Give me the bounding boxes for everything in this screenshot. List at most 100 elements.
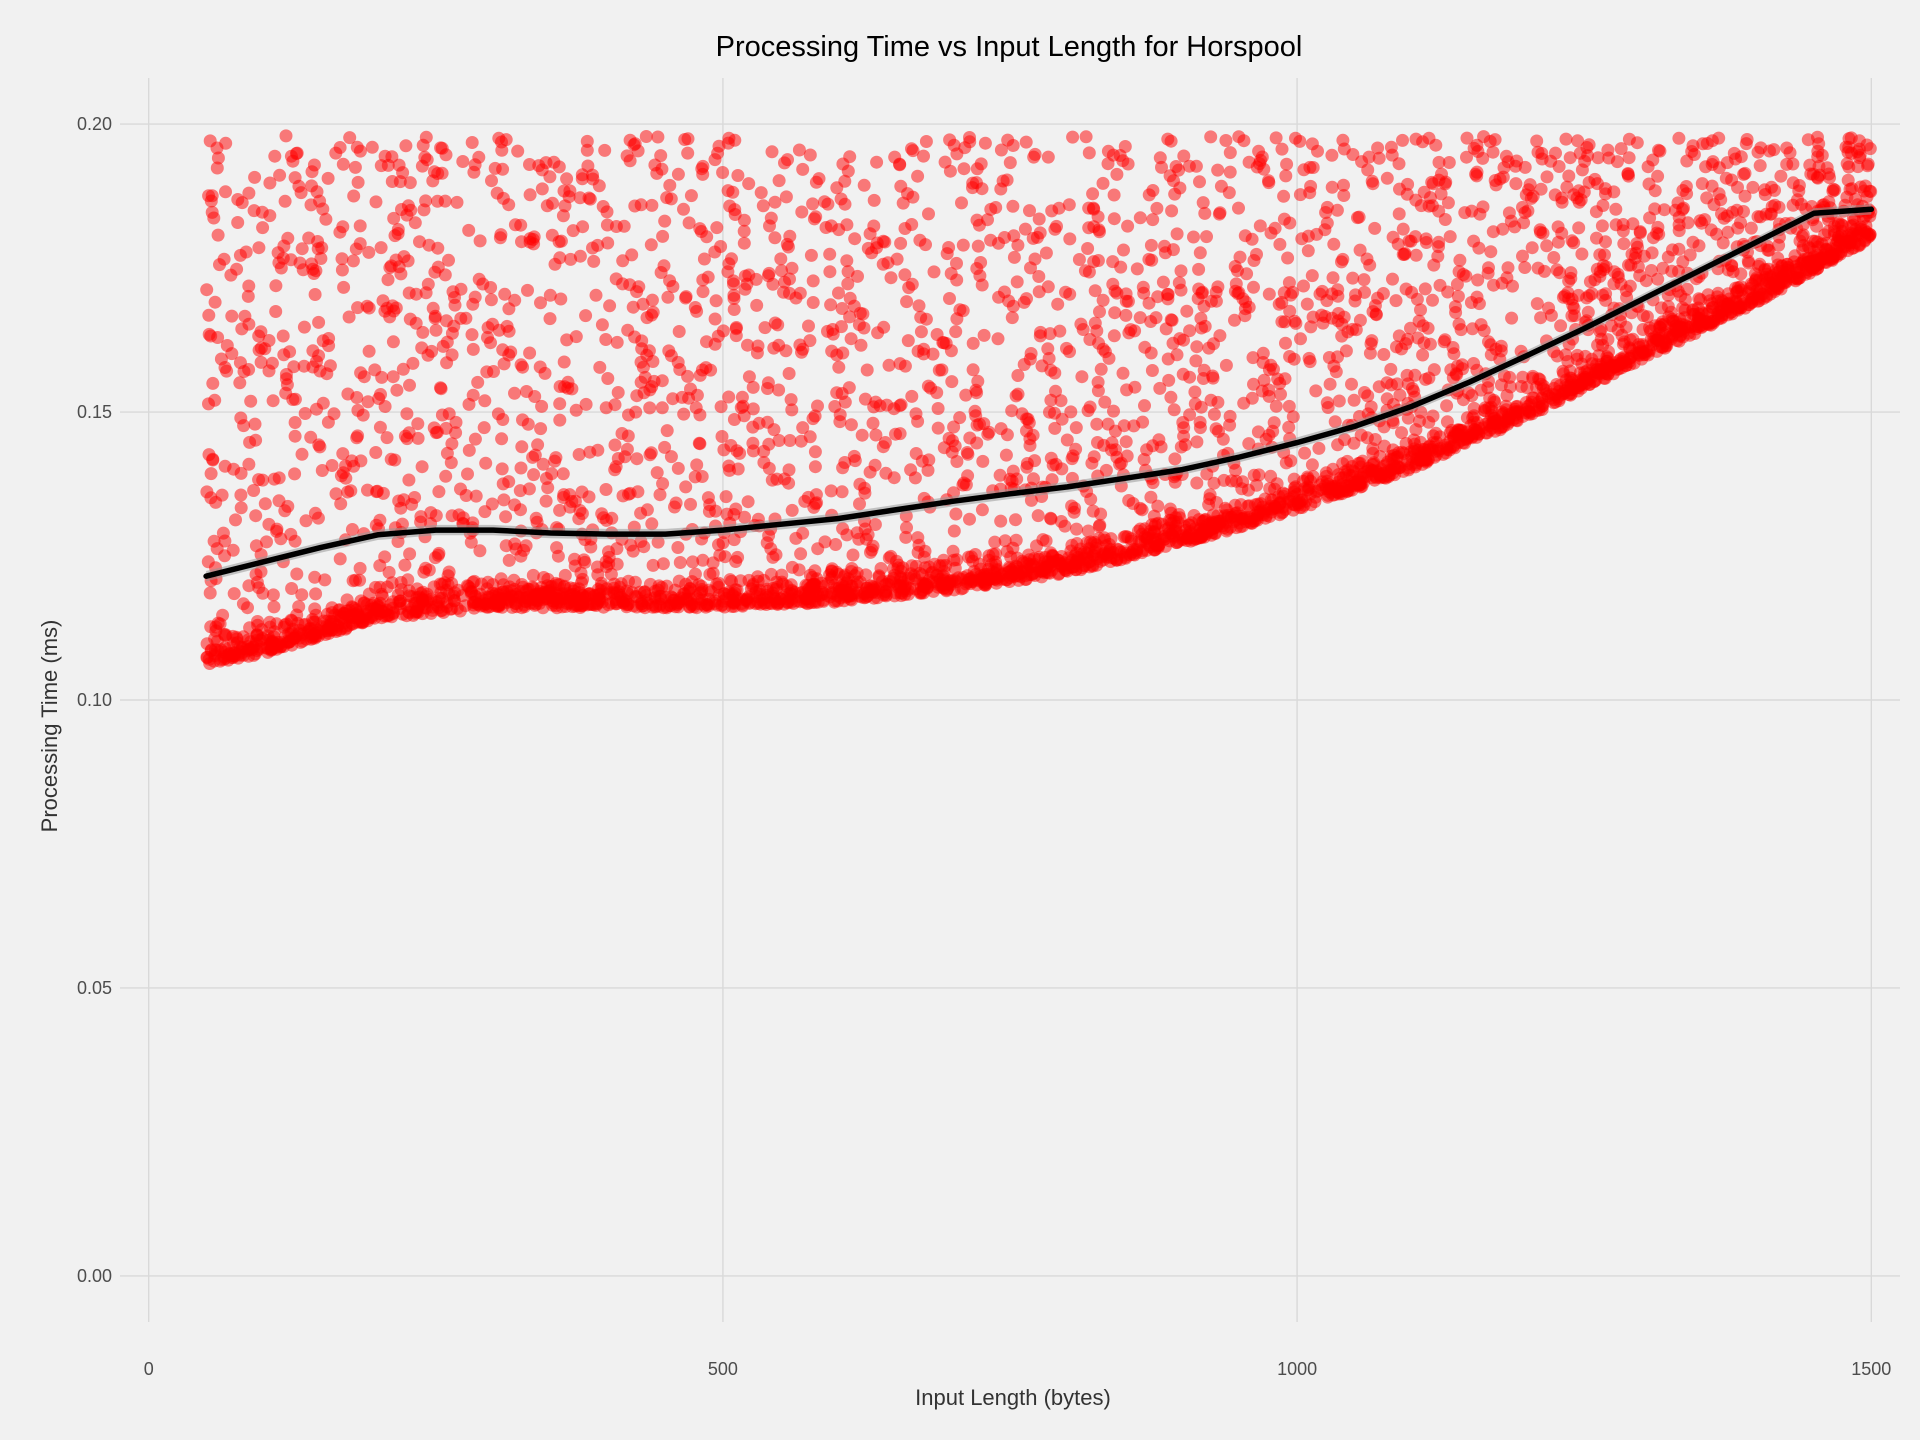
data-point	[1404, 321, 1417, 335]
data-point	[381, 608, 395, 622]
data-point	[946, 544, 960, 558]
data-point	[803, 334, 817, 348]
data-point	[1076, 323, 1090, 336]
data-point	[1437, 335, 1451, 349]
data-point	[785, 261, 799, 275]
data-point	[1577, 185, 1591, 199]
data-point	[971, 374, 985, 388]
data-point	[971, 239, 985, 253]
data-point	[950, 455, 964, 468]
data-point	[1622, 132, 1636, 146]
data-point	[1248, 514, 1262, 528]
data-point	[496, 162, 510, 176]
data-point	[1189, 354, 1203, 368]
data-point	[1107, 404, 1120, 418]
data-point	[1262, 389, 1276, 403]
data-point	[1015, 407, 1029, 421]
data-point	[270, 522, 284, 536]
data-point	[312, 438, 326, 452]
data-point	[723, 463, 736, 477]
data-point	[225, 347, 239, 361]
data-point	[717, 587, 731, 601]
data-point	[600, 218, 614, 232]
data-point	[1486, 225, 1500, 239]
data-point	[984, 202, 998, 216]
data-point	[1006, 299, 1020, 313]
data-point	[1079, 130, 1093, 144]
data-point	[1318, 223, 1332, 237]
data-point	[615, 427, 629, 440]
data-point	[808, 460, 822, 474]
data-point	[964, 550, 978, 564]
data-point	[215, 488, 229, 502]
data-point	[724, 439, 738, 452]
data-point	[637, 386, 651, 400]
data-point	[611, 386, 625, 399]
data-point	[1120, 449, 1134, 463]
data-point	[1550, 263, 1564, 277]
data-point	[1064, 405, 1078, 419]
data-point	[438, 194, 452, 208]
data-point	[843, 291, 857, 305]
data-point	[311, 511, 325, 525]
data-point	[1284, 288, 1298, 302]
data-point	[1460, 131, 1474, 145]
data-point	[784, 393, 798, 407]
data-point	[354, 366, 368, 380]
data-point	[1187, 509, 1201, 522]
data-point	[396, 362, 410, 376]
data-point	[1277, 189, 1291, 203]
data-point	[1275, 142, 1289, 156]
data-point	[795, 205, 809, 219]
data-point	[796, 421, 810, 435]
data-point	[660, 191, 674, 205]
data-point	[900, 521, 913, 535]
data-point	[1003, 571, 1017, 584]
data-point	[803, 148, 817, 162]
data-point	[279, 129, 293, 143]
data-point	[677, 407, 691, 421]
data-point	[1304, 179, 1318, 193]
data-point	[1616, 218, 1630, 231]
data-point	[1648, 202, 1662, 216]
data-point	[431, 241, 445, 255]
data-point	[1465, 389, 1479, 403]
data-point	[913, 233, 927, 247]
data-point	[695, 585, 708, 599]
data-point	[1384, 362, 1398, 376]
data-point	[1393, 182, 1406, 196]
data-point	[429, 509, 443, 523]
data-point	[1253, 219, 1267, 233]
data-point	[1098, 395, 1112, 409]
data-point	[1144, 238, 1158, 252]
data-point	[1202, 498, 1216, 512]
data-point	[1484, 245, 1498, 259]
data-point	[272, 494, 286, 508]
data-point	[746, 380, 760, 394]
data-point	[953, 303, 967, 317]
data-point	[1651, 272, 1665, 286]
data-point	[1572, 195, 1586, 209]
data-point	[737, 213, 751, 227]
data-point	[1081, 404, 1095, 418]
data-point	[234, 488, 248, 502]
data-point	[1278, 487, 1292, 501]
data-point	[679, 577, 693, 591]
data-point	[1232, 130, 1246, 144]
data-point	[1759, 207, 1773, 221]
data-point	[904, 463, 918, 477]
data-point	[462, 397, 476, 411]
data-point	[464, 586, 478, 600]
data-point	[688, 301, 702, 314]
data-point	[1151, 290, 1165, 304]
data-point	[1161, 132, 1175, 146]
data-point	[1771, 279, 1785, 293]
data-point	[682, 216, 696, 230]
data-point	[1651, 169, 1665, 183]
data-point	[1085, 456, 1099, 470]
data-point	[308, 288, 322, 301]
data-point	[575, 485, 589, 499]
data-point	[1183, 370, 1197, 384]
data-point	[1059, 285, 1072, 299]
data-point	[1389, 294, 1403, 308]
